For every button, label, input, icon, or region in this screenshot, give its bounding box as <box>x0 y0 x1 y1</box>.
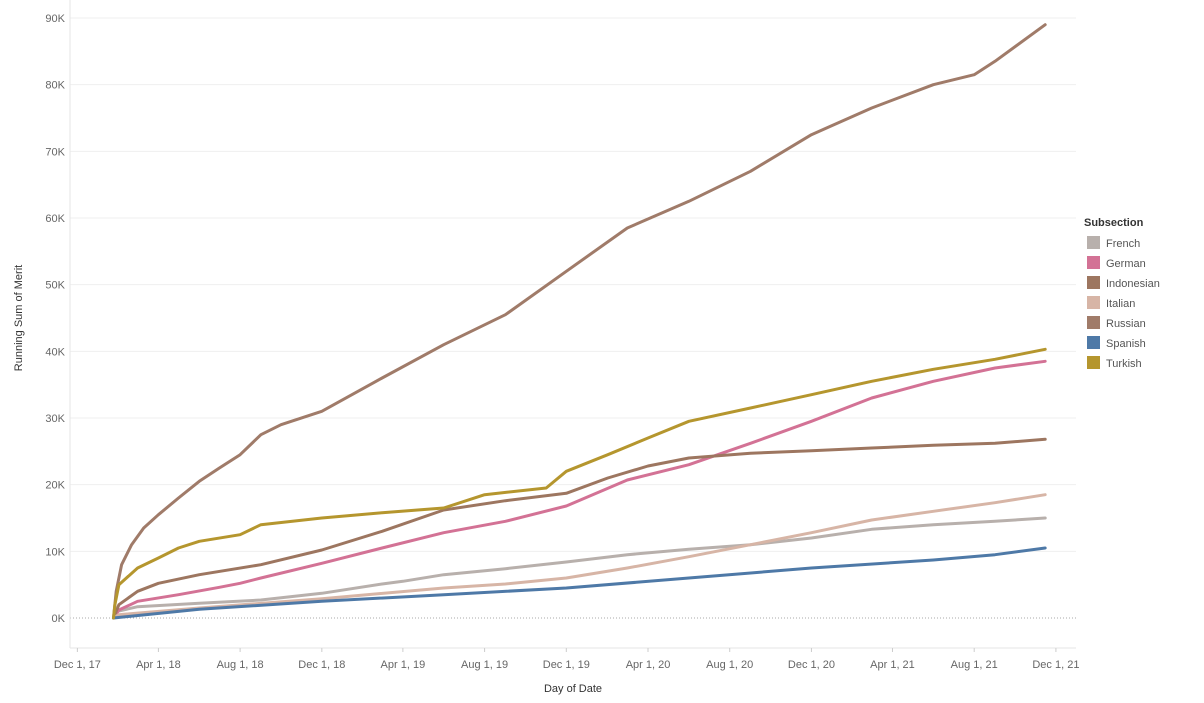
series-lines <box>112 23 1047 620</box>
x-tick-label: Aug 1, 19 <box>461 659 508 671</box>
legend-swatch-spanish <box>1087 336 1100 349</box>
legend-swatch-german <box>1087 256 1100 269</box>
x-tick-label: Dec 1, 17 <box>54 659 101 671</box>
x-tick-label: Aug 1, 18 <box>217 659 264 671</box>
series-line-russian <box>112 23 1047 620</box>
y-tick-label: 40K <box>45 346 65 358</box>
x-tick-label: Dec 1, 20 <box>788 659 835 671</box>
gridlines <box>69 0 1076 649</box>
x-tick-label: Apr 1, 19 <box>381 659 426 671</box>
y-tick-label: 70K <box>45 146 65 158</box>
legend-label-russian: Russian <box>1106 318 1146 330</box>
series-line-spanish <box>112 546 1047 620</box>
legend-label-french: French <box>1106 238 1140 250</box>
x-tick-label: Dec 1, 18 <box>298 659 345 671</box>
x-tick-label: Apr 1, 20 <box>626 659 671 671</box>
x-axis-title: Day of Date <box>544 683 602 695</box>
legend-swatch-indonesian <box>1087 276 1100 289</box>
legend-label-spanish: Spanish <box>1106 338 1146 350</box>
y-tick-label: 10K <box>45 546 65 558</box>
series-line-french <box>112 516 1047 620</box>
series-line-italian <box>112 493 1047 620</box>
legend-swatch-russian <box>1087 316 1100 329</box>
legend-label-turkish: Turkish <box>1106 358 1142 370</box>
y-axis-title: Running Sum of Merit <box>13 265 25 371</box>
legend-label-italian: Italian <box>1106 298 1135 310</box>
y-tick-label: 50K <box>45 280 65 292</box>
y-tick-label: 30K <box>45 413 65 425</box>
y-tick-label: 90K <box>45 13 65 25</box>
series-line-turkish <box>112 347 1047 620</box>
y-tick-label: 80K <box>45 80 65 92</box>
y-tick-label: 20K <box>45 480 65 492</box>
y-axis-ticks: 0K 10K 20K 30K 40K 50K 60K 70K 80K 90K <box>45 13 65 625</box>
legend-label-indonesian: Indonesian <box>1106 278 1160 290</box>
series-line-indonesian <box>112 437 1047 620</box>
legend: Subsection French German Indonesian Italian… <box>1084 217 1160 370</box>
legend-label-german: German <box>1106 258 1146 270</box>
x-tick-label: Apr 1, 18 <box>136 659 181 671</box>
legend-swatch-turkish <box>1087 356 1100 369</box>
legend-swatch-italian <box>1087 296 1100 309</box>
x-tick-label: Aug 1, 21 <box>951 659 998 671</box>
x-axis-ticks: Dec 1, 17 Apr 1, 18 Aug 1, 18 Dec 1, 18 Apr … <box>54 648 1079 671</box>
legend-swatch-french <box>1087 236 1100 249</box>
legend-title: Subsection <box>1084 217 1144 229</box>
x-tick-label: Dec 1, 19 <box>543 659 590 671</box>
x-tick-label: Aug 1, 20 <box>706 659 753 671</box>
series-line-german <box>112 359 1047 620</box>
x-tick-label: Apr 1, 21 <box>870 659 915 671</box>
y-tick-label: 0K <box>52 613 66 625</box>
x-tick-label: Dec 1, 21 <box>1032 659 1079 671</box>
y-tick-label: 60K <box>45 213 65 225</box>
